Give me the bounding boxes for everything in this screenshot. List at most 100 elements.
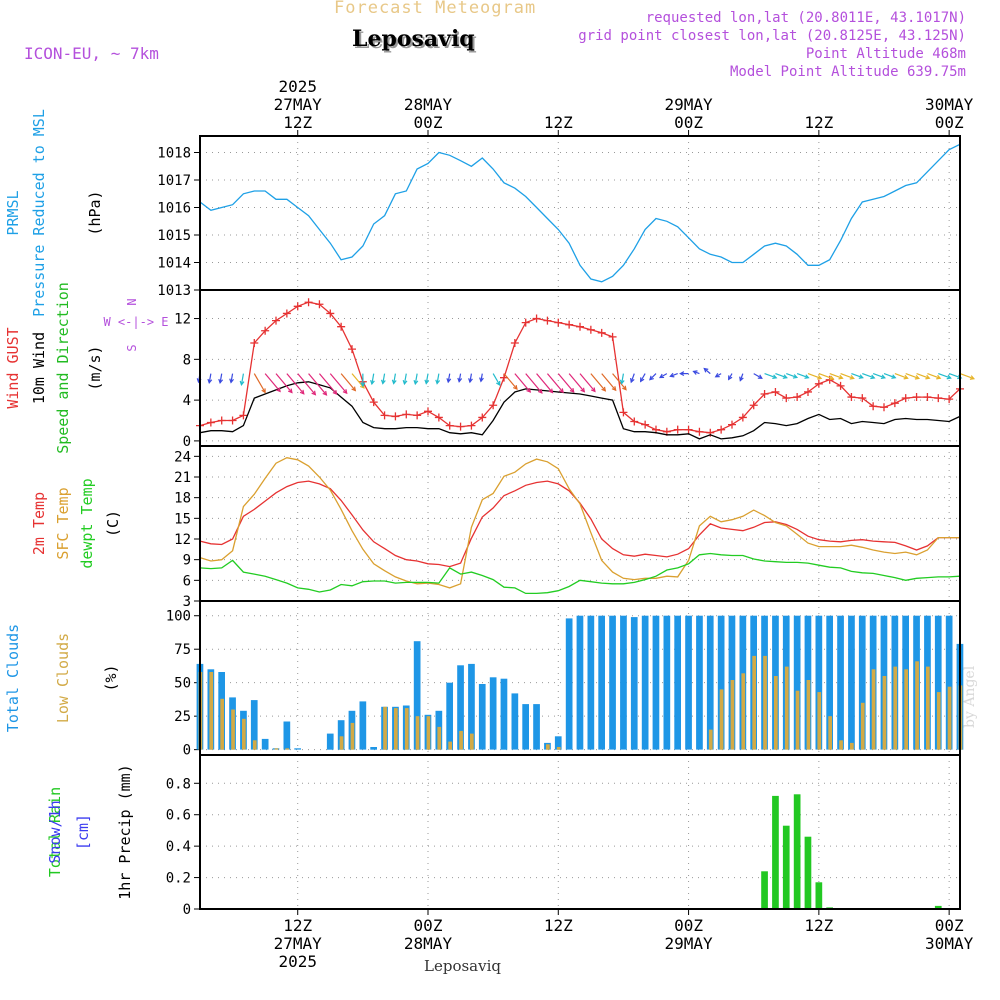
gust-marker xyxy=(510,339,519,348)
bottom-time-label: 00Z xyxy=(414,916,443,935)
panel-label: PRMSL xyxy=(4,190,22,235)
wind-arrow-head xyxy=(468,378,473,384)
wind-arrow-head xyxy=(880,374,886,380)
gust-marker xyxy=(749,401,758,410)
gust-marker xyxy=(348,345,356,354)
bar-low_cloud xyxy=(904,669,908,750)
bar-total_cloud xyxy=(685,615,692,750)
bar-rain xyxy=(782,825,790,909)
gust-marker xyxy=(738,413,747,422)
wind-arrow xyxy=(753,373,763,379)
wind-arrow xyxy=(536,373,553,393)
gust-marker xyxy=(315,300,324,309)
panel-wind: 0 4 8 12 Wind GUST 10m Wind Speed and Directio… xyxy=(4,282,976,454)
bar-low_cloud xyxy=(893,666,898,750)
bar-total_cloud xyxy=(554,736,562,750)
bar-low_cloud xyxy=(860,702,865,750)
bar-rain xyxy=(934,905,942,909)
model-altitude: Model Point Altitude 639.75m xyxy=(729,64,966,80)
wind-arrow-head xyxy=(946,374,952,380)
grid-point-coords: grid point closest lon,lat (20.8125E, 43… xyxy=(578,28,966,44)
wind-arrow-head xyxy=(580,387,586,393)
wind-arrow xyxy=(308,373,327,396)
footer-location: Leposaviq xyxy=(424,957,501,975)
wind-arrow xyxy=(480,373,483,382)
requested-coords: requested lon,lat (20.8011E, 43.1017N) xyxy=(645,10,966,26)
wind-arrow xyxy=(775,373,787,379)
bottom-time-label: 00Z xyxy=(935,916,964,935)
wind-arrow xyxy=(503,373,518,390)
chart-title: Forecast Meteogram xyxy=(334,0,537,18)
bar-low_cloud xyxy=(806,680,811,750)
panel-label: 1hr Precip (mm) xyxy=(116,764,134,899)
compass-north: N xyxy=(125,298,139,305)
y-tick-label: 50 xyxy=(174,676,191,692)
bar-low_cloud xyxy=(752,655,756,750)
panel-frame xyxy=(199,754,961,910)
bar-low_cloud xyxy=(947,686,952,750)
bar-low_cloud xyxy=(763,655,767,750)
gust-marker xyxy=(206,418,215,427)
bar-total_cloud xyxy=(565,618,573,750)
wind-arrow xyxy=(275,373,293,393)
wind-arrow-head xyxy=(287,388,293,394)
bar-low_cloud xyxy=(719,689,724,750)
bar-rain xyxy=(804,836,812,909)
bar-total_cloud xyxy=(815,615,823,750)
gust-marker xyxy=(869,402,878,411)
wind-arrow xyxy=(340,373,356,391)
wind-arrow-head xyxy=(229,378,234,384)
bar-total_cloud xyxy=(826,615,833,750)
top-time-label: 2025 xyxy=(278,77,317,96)
wind-arrow-head xyxy=(311,390,317,396)
wind-arrow-head xyxy=(739,376,744,382)
bar-total_cloud xyxy=(630,617,638,750)
y-tick-label: 8 xyxy=(183,352,191,368)
gust-marker xyxy=(445,421,454,430)
wind-arrow-head xyxy=(512,384,518,390)
panel-label: SFC Temp xyxy=(54,487,72,559)
gust-marker xyxy=(673,425,682,434)
wind-arrow xyxy=(796,373,809,379)
wind-arrow xyxy=(371,373,375,385)
bar-low_cloud xyxy=(209,672,214,750)
wind-arrow-head xyxy=(858,374,864,379)
wind-arrow xyxy=(318,373,338,395)
wind-arrow xyxy=(807,373,822,379)
wind-arrow-head xyxy=(649,375,654,381)
wind-arrow-head xyxy=(537,388,543,394)
bar-total_cloud xyxy=(522,704,529,750)
wind-arrow-head xyxy=(772,374,778,380)
gust-marker xyxy=(728,420,736,429)
gust-marker xyxy=(217,416,226,425)
gust-marker xyxy=(782,394,791,403)
bar-total_cloud xyxy=(717,615,725,750)
bar-low_cloud xyxy=(470,733,474,750)
bar-rain xyxy=(815,882,823,909)
bar-low_cloud xyxy=(252,740,257,750)
gust-marker xyxy=(814,379,823,388)
wind-arrow-head xyxy=(659,373,665,379)
y-tick-label: 18 xyxy=(174,491,191,507)
wind-arrow xyxy=(786,373,798,379)
wind-arrow-head xyxy=(782,374,788,379)
panel-label: (C) xyxy=(104,510,122,537)
gust-marker xyxy=(369,398,378,407)
wind-arrow xyxy=(862,373,875,379)
gust-marker xyxy=(836,381,845,390)
series-gust xyxy=(199,301,961,434)
wind-arrow xyxy=(447,373,451,383)
wind-arrow xyxy=(927,373,941,379)
top-time-label: 29MAY xyxy=(664,95,713,114)
wind-arrow xyxy=(872,373,886,379)
panel-label: (%) xyxy=(102,664,120,691)
gust-marker xyxy=(619,408,628,417)
wind-arrow xyxy=(764,373,777,379)
top-time-label: 12Z xyxy=(544,113,573,132)
wind-arrow-head xyxy=(903,374,909,380)
y-tick-label: 75 xyxy=(174,642,191,658)
gust-marker xyxy=(641,420,650,429)
wind-arrow xyxy=(601,373,617,391)
